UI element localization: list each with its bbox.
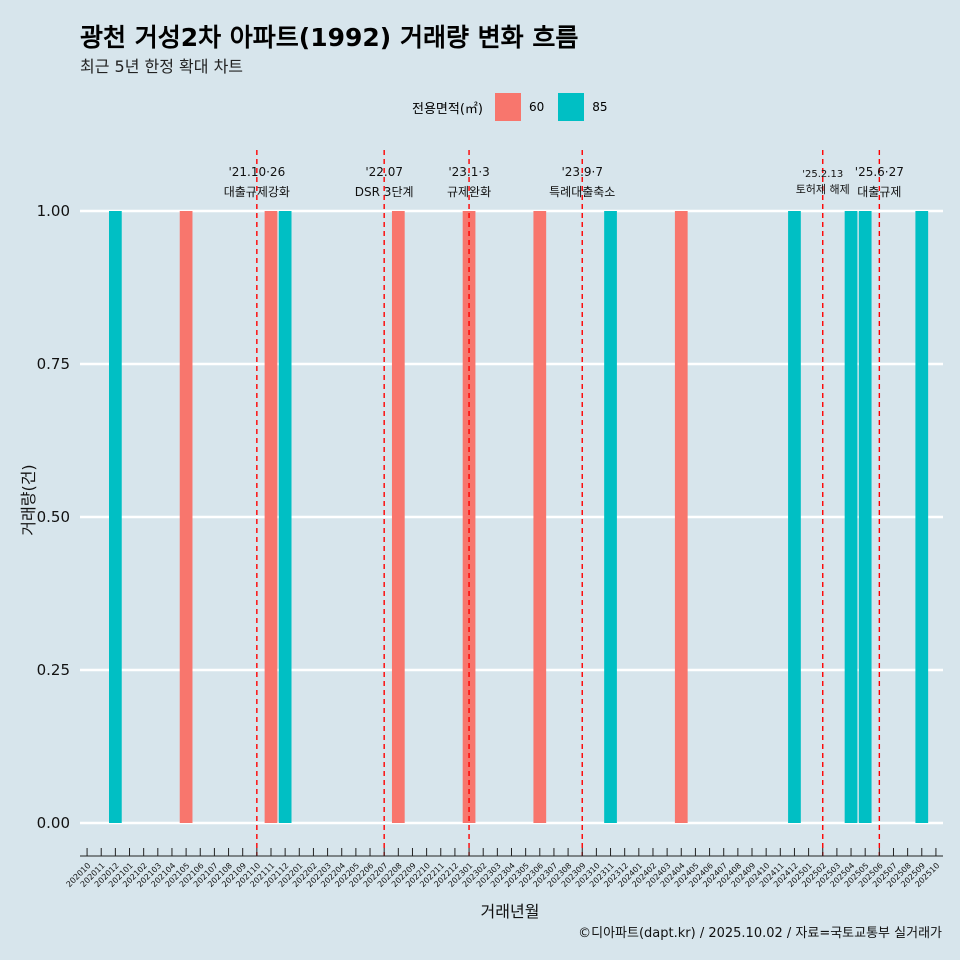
event-date-label: '23.9·7 <box>562 165 603 179</box>
legend-label-60: 60 <box>528 100 545 114</box>
y-tick-label: 0.00 <box>37 814 70 832</box>
event-date-label: '25.2.13 <box>802 169 843 180</box>
event-name-label: 특례대출축소 <box>549 185 615 199</box>
bar <box>391 211 405 823</box>
event-name-label: 대출규제 <box>857 185 901 199</box>
bar <box>674 211 688 823</box>
event-name-label: DSR 3단계 <box>355 185 414 199</box>
y-tick-label: 0.25 <box>37 661 70 679</box>
event-name-label: 토허제 해제 <box>796 182 850 196</box>
legend-swatch-85 <box>558 93 585 121</box>
caption: ©디아파트(dapt.kr) / 2025.10.02 / 자료=국토교통부 실… <box>578 926 942 941</box>
event-name-label: 대출규제강화 <box>224 185 290 199</box>
y-tick-label: 0.50 <box>37 508 70 526</box>
bar <box>533 211 547 823</box>
legend-swatch-60 <box>494 93 521 121</box>
bar <box>604 211 617 823</box>
chart-title: 광천 거성2차 아파트(1992) 거래량 변화 흐름 <box>80 23 579 52</box>
event-name-label: 규제완화 <box>447 185 491 199</box>
legend-label-85: 85 <box>592 100 608 114</box>
bar <box>278 211 292 823</box>
legend-title: 전용면적(㎡) <box>412 101 483 117</box>
bar <box>462 211 476 823</box>
legend: 전용면적(㎡) 60 85 <box>412 92 622 122</box>
bar <box>788 211 801 823</box>
bar <box>179 211 193 823</box>
event-date-label: '21.10·26 <box>228 165 285 179</box>
event-date-label: '23.1·3 <box>448 165 489 179</box>
event-date-label: '25.6·27 <box>855 165 904 179</box>
bar <box>844 211 858 823</box>
event-date-label: '22.07 <box>365 165 403 179</box>
y-tick-label: 1.00 <box>37 202 70 220</box>
bar <box>264 211 278 823</box>
chart-subtitle: 최근 5년 한정 확대 차트 <box>80 57 244 76</box>
bar <box>109 211 122 823</box>
y-axis-title: 거래량(건) <box>19 464 38 536</box>
bar <box>915 211 929 823</box>
x-axis-title: 거래년월 <box>480 902 540 921</box>
bar <box>858 211 872 823</box>
y-tick-label: 0.75 <box>37 355 70 373</box>
